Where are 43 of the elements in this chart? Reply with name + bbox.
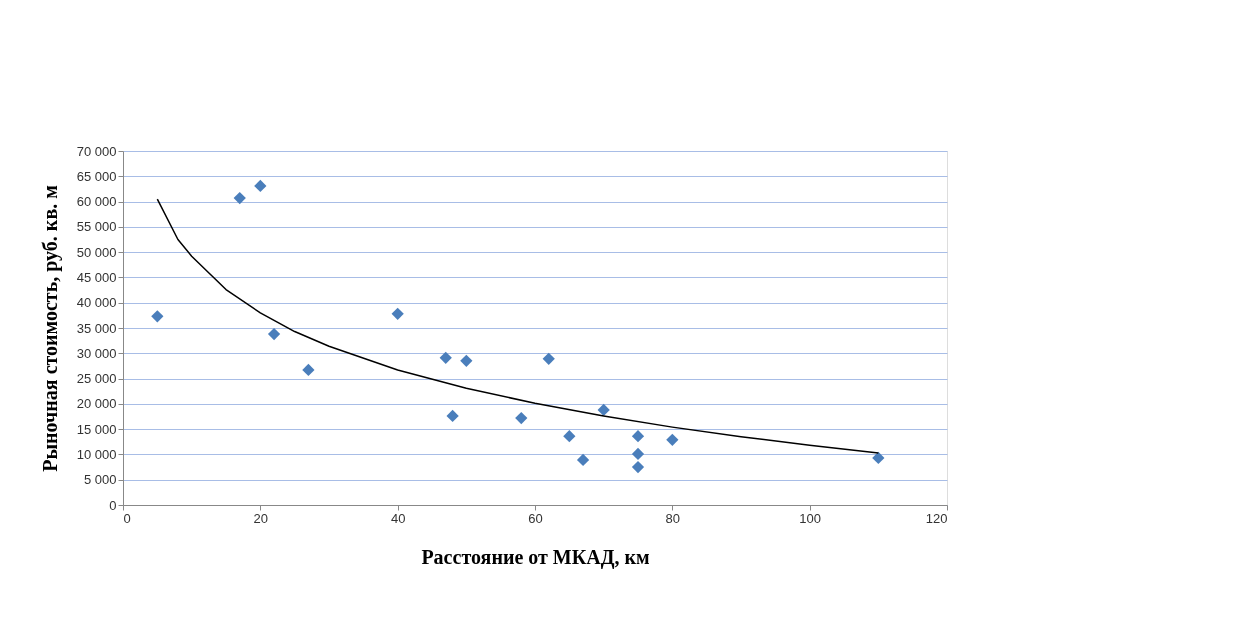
point bbox=[302, 363, 315, 377]
y-tick-label: 25 000 bbox=[76, 371, 117, 387]
point bbox=[631, 430, 645, 443]
point bbox=[576, 453, 590, 467]
point bbox=[391, 307, 404, 320]
point bbox=[446, 409, 459, 423]
x-axis-title: Расстояние от МКАД, км bbox=[421, 545, 650, 569]
x-tick-label: 60 bbox=[528, 510, 543, 526]
point bbox=[631, 460, 645, 474]
y-tick-label: 70 000 bbox=[76, 143, 117, 159]
point bbox=[631, 447, 645, 461]
point bbox=[666, 433, 679, 446]
y-axis-title: Рыночная стоимость, руб. кв. м bbox=[38, 185, 62, 472]
y-tick-label: 65 000 bbox=[76, 168, 117, 184]
y-tick-label: 40 000 bbox=[76, 295, 117, 311]
x-tick-label: 0 bbox=[123, 510, 131, 526]
point bbox=[563, 430, 576, 443]
point bbox=[542, 352, 555, 365]
y-tick-label: 30 000 bbox=[76, 345, 117, 361]
point bbox=[872, 451, 885, 465]
x-tick-label: 20 bbox=[253, 510, 269, 526]
x-tick-label: 40 bbox=[390, 510, 406, 526]
y-tick-label: 20 000 bbox=[76, 396, 117, 412]
point bbox=[151, 310, 164, 323]
point bbox=[597, 403, 610, 417]
y-tick-label: 35 000 bbox=[76, 320, 117, 336]
y-tick-label: 5 000 bbox=[83, 472, 117, 488]
y-tick-label: 50 000 bbox=[76, 244, 117, 260]
point bbox=[233, 191, 246, 205]
y-tick-label: 10 000 bbox=[76, 446, 117, 462]
y-tick-label: 60 000 bbox=[76, 194, 117, 210]
y-tick-label: 0 bbox=[109, 497, 117, 513]
x-tick-label: 80 bbox=[665, 510, 681, 526]
point bbox=[254, 179, 267, 193]
point bbox=[267, 327, 281, 341]
point bbox=[439, 351, 452, 364]
x-tick-label: 120 bbox=[925, 510, 948, 526]
point bbox=[515, 411, 528, 425]
y-tick-label: 45 000 bbox=[76, 269, 117, 285]
y-tick-label: 55 000 bbox=[76, 219, 117, 235]
point bbox=[460, 354, 473, 367]
x-tick-label: 100 bbox=[799, 510, 822, 526]
y-tick-label: 15 000 bbox=[76, 421, 117, 437]
